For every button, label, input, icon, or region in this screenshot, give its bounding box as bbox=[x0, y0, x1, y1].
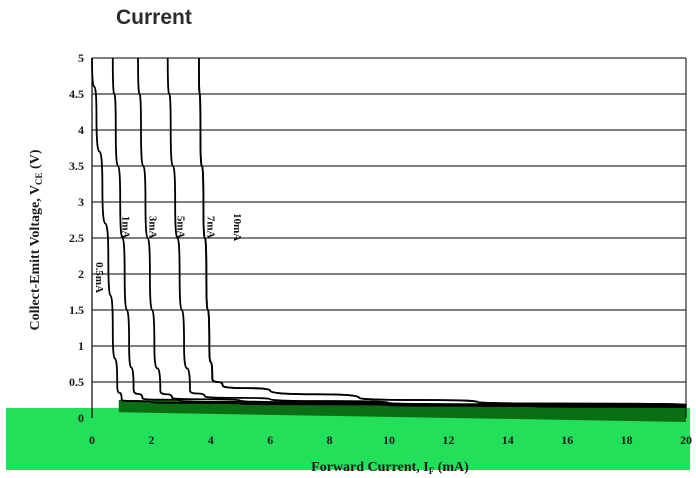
curve-label-1mA: 1mA bbox=[120, 216, 132, 239]
y-tick-label: 0.5 bbox=[69, 375, 84, 389]
axes bbox=[91, 58, 687, 418]
curve-label-0.5mA: 0.5mA bbox=[93, 262, 105, 293]
chart-title: Current bbox=[116, 6, 192, 29]
y-tick-label: 2 bbox=[78, 267, 84, 281]
curve-labels: 0.5mA 1mA 3mA 5mA 7mA 10mA bbox=[93, 213, 243, 293]
y-tick-label: 1.5 bbox=[69, 303, 84, 317]
x-tick-label: 14 bbox=[502, 433, 514, 447]
curve-label-3mA: 3mA bbox=[146, 216, 158, 239]
curve-label-7mA: 7mA bbox=[204, 216, 216, 239]
curve-1mA bbox=[111, 57, 687, 409]
y-tick-label: 3 bbox=[78, 195, 84, 209]
curve-3mA bbox=[137, 57, 687, 408]
curve-0.5mA bbox=[91, 57, 687, 409]
x-tick-label: 18 bbox=[621, 433, 633, 447]
x-tick-label: 20 bbox=[680, 433, 692, 447]
curve-label-10mA: 10mA bbox=[231, 213, 243, 241]
y-tick-labels: 0 0.5 1 1.5 2 2.5 3 3.5 4 4.5 5 bbox=[69, 51, 84, 425]
x-tick-label: 4 bbox=[208, 433, 214, 447]
x-tick-label: 6 bbox=[267, 433, 273, 447]
x-tick-label: 2 bbox=[148, 433, 154, 447]
x-tick-label: 16 bbox=[561, 433, 573, 447]
y-tick-label: 4 bbox=[78, 123, 84, 137]
curve-10mA bbox=[198, 57, 687, 406]
x-tick-label: 12 bbox=[442, 433, 454, 447]
y-tick-label: 2.5 bbox=[69, 231, 84, 245]
curve-5mA bbox=[166, 57, 687, 407]
curve-7mA bbox=[198, 57, 687, 406]
x-tick-labels: 0 2 4 6 8 10 12 14 16 18 20 bbox=[89, 433, 692, 447]
y-tick-label: 1 bbox=[78, 339, 84, 353]
y-axis-label: Collect-Emitt Voltage, VCE (V) bbox=[28, 149, 44, 330]
x-axis-label: Forward Current, IF (mA) bbox=[311, 460, 469, 476]
curve-label-5mA: 5mA bbox=[175, 216, 187, 239]
y-tick-label: 0 bbox=[78, 411, 84, 425]
x-tick-label: 8 bbox=[327, 433, 333, 447]
y-tick-label: 5 bbox=[78, 51, 84, 65]
curves bbox=[91, 57, 687, 409]
y-tick-label: 4.5 bbox=[69, 87, 84, 101]
x-tick-label: 10 bbox=[383, 433, 395, 447]
x-tick-label: 0 bbox=[89, 433, 95, 447]
y-tick-label: 3.5 bbox=[69, 159, 84, 173]
